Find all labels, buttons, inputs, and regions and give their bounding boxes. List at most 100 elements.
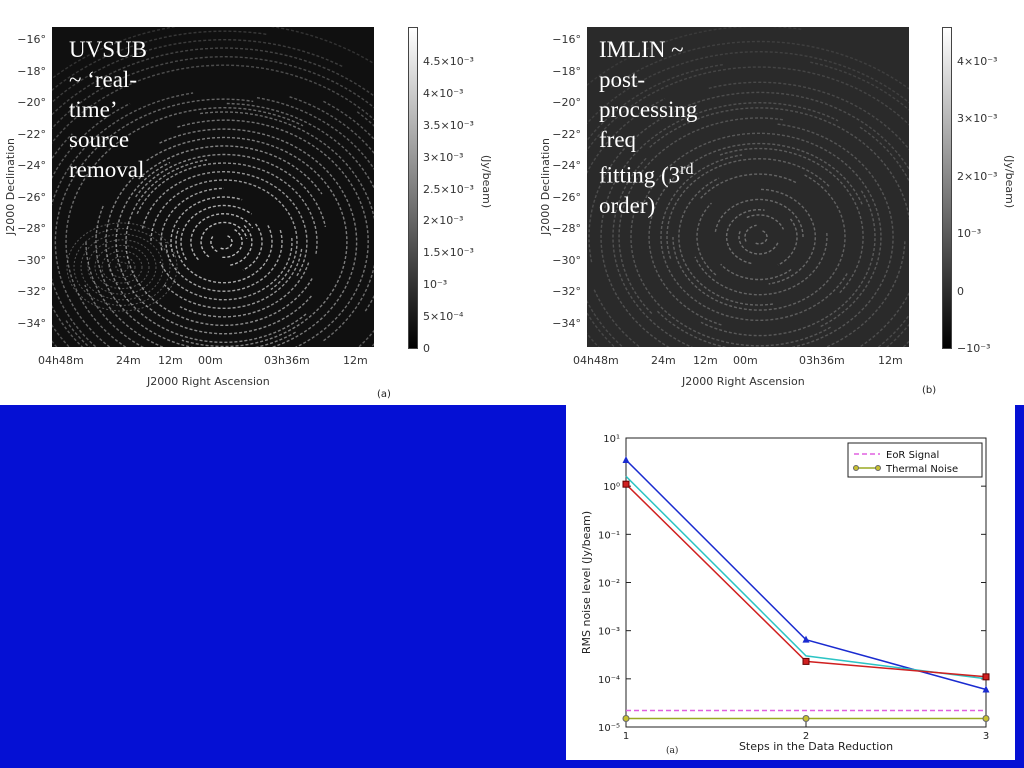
swirl-arc	[52, 39, 344, 104]
swirl-arc	[175, 225, 273, 284]
swirl-arc	[52, 92, 194, 347]
y-tick-label: −26°	[17, 190, 46, 204]
swirl-ring	[66, 222, 178, 312]
y-tick-label: −22°	[552, 127, 581, 141]
y-tick-label: −18°	[552, 64, 581, 78]
swirl-arc	[746, 214, 785, 230]
swirl-ring	[101, 250, 143, 284]
x-axis-title-b: J2000 Right Ascension	[682, 375, 805, 388]
y-tick-label: 10⁻⁴	[598, 675, 620, 686]
overlay-caption-b: IMLIN ~ post-processing freq fitting (3r…	[599, 35, 697, 221]
swirl-arc	[700, 190, 876, 337]
colorbar-tick-label: 3×10⁻³	[957, 112, 998, 126]
swirl-arc	[587, 66, 909, 152]
y-tick-label: 10⁻³	[598, 627, 620, 638]
swirl-arc	[858, 126, 909, 347]
overlay-line2: source removal	[69, 127, 145, 182]
swirl-arc	[64, 96, 374, 347]
x-axis-title-a: J2000 Right Ascension	[147, 375, 270, 388]
y-tick-label: −30°	[17, 253, 46, 267]
y-tick-label: 10⁻²	[598, 579, 620, 590]
colorbar-tick-label: 4×10⁻³	[423, 86, 464, 100]
blue-strip-right	[1015, 405, 1024, 768]
series-marker	[622, 455, 630, 463]
swirl-pattern-b	[587, 27, 909, 347]
colorbar-tick-label: 10⁻³	[423, 278, 448, 292]
swirl-ring	[108, 256, 136, 278]
legend-label: EoR Signal	[886, 450, 939, 461]
swirl-arc	[696, 202, 717, 276]
swirl-arc	[228, 224, 253, 267]
x-tick-label: 1	[623, 731, 629, 742]
x-tick-label: 12m	[878, 354, 903, 367]
swirl-arc	[587, 63, 724, 347]
legend-label: Thermal Noise	[885, 464, 958, 475]
swirl-arc	[84, 284, 144, 347]
swirl-arc	[220, 229, 243, 259]
panel-label-a: (a)	[377, 389, 391, 400]
x-tick-label: 04h48m	[573, 354, 619, 367]
swirl-arc	[52, 30, 268, 92]
swirl-arc	[52, 56, 374, 130]
overlay-line1: IMLIN ~ post-processing	[599, 37, 698, 122]
swirl-arc	[200, 221, 248, 258]
swirl-arc	[660, 154, 848, 321]
x-tick-label: 00m	[198, 354, 223, 367]
overlay-line2-pre: freq fitting (3	[599, 127, 681, 188]
blue-strip-bottom	[566, 760, 1024, 768]
series-marker	[802, 715, 810, 723]
colorbar-tick-label: −10⁻³	[957, 342, 991, 355]
y-tick-label: −32°	[552, 285, 581, 298]
swirl-arc	[170, 196, 243, 257]
swirl-arc	[744, 224, 757, 242]
swirl-arc	[163, 248, 303, 310]
colorbar-tick-label: 4.5×10⁻³	[423, 55, 474, 68]
swirl-arc	[592, 287, 909, 347]
y-tick-label: −24°	[552, 159, 581, 172]
swirl-arc	[210, 236, 218, 253]
y-tick-label: −24°	[17, 159, 46, 172]
chart-sublabel: (a)	[666, 745, 678, 756]
swirl-pattern-a	[52, 27, 374, 347]
swirl-arc	[708, 81, 909, 347]
swirl-arc	[141, 171, 308, 278]
swirl-arc	[649, 107, 909, 221]
y-tick-label: −16°	[552, 33, 581, 46]
swirl-arc	[54, 98, 254, 347]
x-tick-label: 00m	[733, 354, 758, 367]
swirl-arc	[150, 179, 298, 291]
swirl-arc	[356, 111, 374, 127]
swirl-arc	[65, 107, 304, 347]
overlay-line2: freq fitting (3rd order)	[599, 125, 697, 221]
swirl-arc	[587, 51, 909, 125]
sky-image-b	[587, 27, 909, 347]
swirl-arc	[52, 206, 374, 347]
x-tick-label: 3	[983, 731, 989, 742]
swirl-arc	[720, 263, 792, 281]
swirl-arc	[95, 204, 296, 347]
y-tick-label: −26°	[552, 190, 581, 204]
swirl-arc	[610, 40, 909, 90]
swirl-arc	[52, 47, 374, 116]
swirl-arc	[600, 102, 839, 347]
swirl-arc	[200, 111, 374, 343]
swirl-arc	[777, 218, 798, 266]
colorbar-tick-label: 2×10⁻³	[957, 169, 998, 183]
colorbar-title-b: (Jy/beam)	[1003, 154, 1017, 209]
swirl-arc	[135, 153, 327, 227]
swirl-arc	[219, 235, 233, 250]
sky-image-a	[52, 27, 374, 347]
series-marker	[982, 715, 990, 723]
colorbar-title-a: (Jy/beam)	[480, 154, 494, 209]
swirl-arc	[618, 117, 784, 314]
swirl-arc	[666, 158, 830, 259]
swirl-ring	[94, 244, 150, 290]
swirl-arc	[719, 147, 864, 295]
series-marker	[802, 657, 810, 665]
swirl-arc	[588, 91, 909, 263]
swirl-arc	[639, 132, 882, 328]
legend-marker	[875, 465, 881, 471]
swirl-ring	[73, 228, 171, 306]
swirl-arc	[587, 311, 909, 347]
y-tick-label: −28°	[552, 222, 581, 235]
